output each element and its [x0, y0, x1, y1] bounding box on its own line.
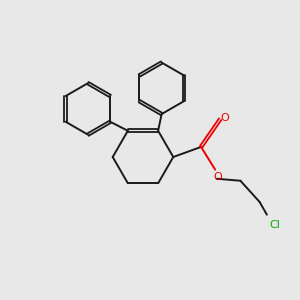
Text: Cl: Cl — [270, 220, 281, 230]
Text: O: O — [221, 113, 230, 124]
Text: O: O — [214, 172, 222, 182]
